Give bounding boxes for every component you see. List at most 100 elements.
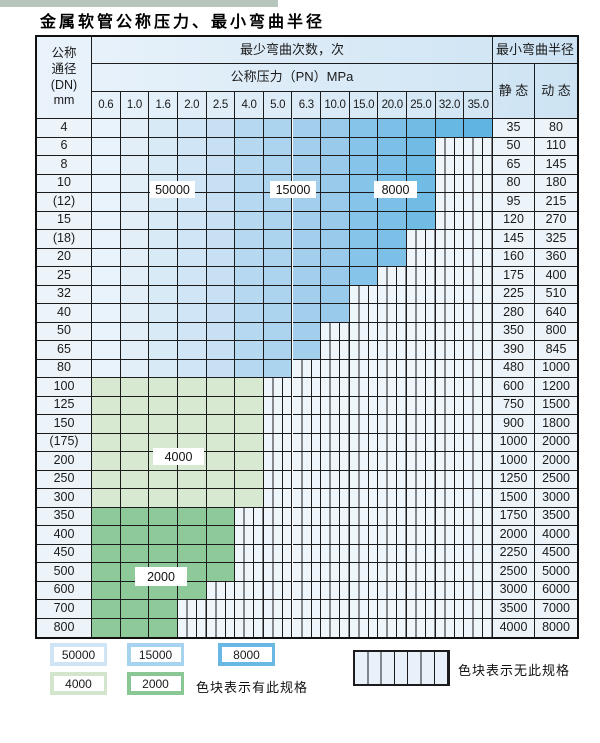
dn-cell: 15: [37, 211, 92, 230]
no-spec-cell: [292, 544, 322, 563]
spec-cell: [92, 507, 121, 526]
spec-cell: [235, 359, 264, 378]
no-spec-cell: [464, 396, 493, 415]
spec-cell: [177, 470, 207, 489]
no-spec-cell: [378, 544, 408, 563]
spec-cell: [349, 267, 379, 286]
spec-cell: [349, 119, 379, 138]
static-value-cell: 750: [493, 396, 535, 415]
no-spec-cell: [349, 544, 379, 563]
spec-cell: [92, 304, 121, 323]
no-spec-cell: [378, 322, 408, 341]
no-spec-cell: [435, 489, 465, 508]
spec-cell: [92, 248, 121, 267]
spec-cell: [149, 137, 178, 156]
spec-cell: [349, 156, 379, 175]
no-spec-cell: [378, 581, 408, 600]
dn-cell: (12): [37, 193, 92, 212]
no-spec-cell: [321, 359, 350, 378]
spec-cell: [321, 156, 350, 175]
spec-cell: [292, 285, 322, 304]
spec-cell: [378, 230, 408, 249]
no-spec-cell: [349, 396, 379, 415]
spec-cell: [149, 526, 178, 545]
spec-cell: [149, 156, 178, 175]
no-spec-cell: [407, 526, 436, 545]
spec-cell: [321, 267, 350, 286]
no-spec-cell: [292, 526, 322, 545]
no-spec-cell: [464, 267, 493, 286]
spec-cell: [206, 137, 236, 156]
spec-cell: [292, 211, 322, 230]
no-spec-cell: [321, 415, 350, 434]
spec-cell: [206, 193, 236, 212]
spec-cell: [177, 415, 207, 434]
spec-cell: [263, 248, 293, 267]
spec-cell: [92, 396, 121, 415]
static-value-cell: 1500: [493, 489, 535, 508]
dynamic-value-cell: 180: [535, 174, 577, 193]
no-spec-cell: [321, 452, 350, 471]
spec-cell: [92, 119, 121, 138]
no-spec-cell: [321, 378, 350, 397]
no-spec-cell: [435, 248, 465, 267]
spec-cell: [263, 304, 293, 323]
no-spec-cell: [464, 618, 493, 637]
spec-cell: [206, 452, 236, 471]
no-spec-cell: [378, 304, 408, 323]
spec-cell: [120, 230, 150, 249]
static-value-cell: 1750: [493, 507, 535, 526]
no-spec-cell: [378, 359, 408, 378]
no-spec-cell: [435, 267, 465, 286]
spec-cell: [177, 359, 207, 378]
no-spec-cell: [407, 322, 436, 341]
no-spec-cell: [464, 415, 493, 434]
spec-cell: [149, 618, 178, 637]
no-spec-cell: [407, 285, 436, 304]
no-spec-cell: [349, 415, 379, 434]
dynamic-value-cell: 3500: [535, 507, 577, 526]
static-value-cell: 50: [493, 137, 535, 156]
no-spec-cell: [435, 174, 465, 193]
spec-cell: [120, 211, 150, 230]
dynamic-value-cell: 1000: [535, 359, 577, 378]
spec-cell: [235, 285, 264, 304]
no-spec-cell: [235, 618, 264, 637]
spec-cell: [177, 230, 207, 249]
no-spec-cell: [321, 581, 350, 600]
spec-cell: [149, 322, 178, 341]
no-spec-cell: [464, 156, 493, 175]
static-value-cell: 1250: [493, 470, 535, 489]
legend-swatch-8000: 8000: [218, 643, 275, 666]
header-pressure-col-25.0: 25.0: [407, 92, 436, 119]
static-value-cell: 900: [493, 415, 535, 434]
spec-cell: [235, 470, 264, 489]
zone-label-4000: 4000: [153, 448, 204, 465]
spec-cell: [120, 452, 150, 471]
no-spec-cell: [235, 581, 264, 600]
spec-cell: [149, 267, 178, 286]
no-spec-cell: [321, 489, 350, 508]
spec-cell: [92, 322, 121, 341]
spec-cell: [321, 248, 350, 267]
dynamic-value-cell: 145: [535, 156, 577, 175]
no-spec-cell: [435, 433, 465, 452]
spec-cell: [206, 489, 236, 508]
no-spec-cell: [378, 489, 408, 508]
no-spec-cell: [435, 470, 465, 489]
no-spec-cell: [349, 433, 379, 452]
no-spec-cell: [435, 359, 465, 378]
spec-cell: [120, 378, 150, 397]
no-spec-cell: [349, 359, 379, 378]
no-spec-cell: [464, 507, 493, 526]
static-value-cell: 600: [493, 378, 535, 397]
no-spec-cell: [407, 378, 436, 397]
dn-cell: 350: [37, 507, 92, 526]
no-spec-cell: [349, 470, 379, 489]
spec-cell: [235, 137, 264, 156]
no-spec-cell: [464, 378, 493, 397]
no-spec-cell: [235, 563, 264, 582]
header-pressure-col-10.0: 10.0: [321, 92, 350, 119]
dynamic-value-cell: 5000: [535, 563, 577, 582]
spec-cell: [292, 119, 322, 138]
